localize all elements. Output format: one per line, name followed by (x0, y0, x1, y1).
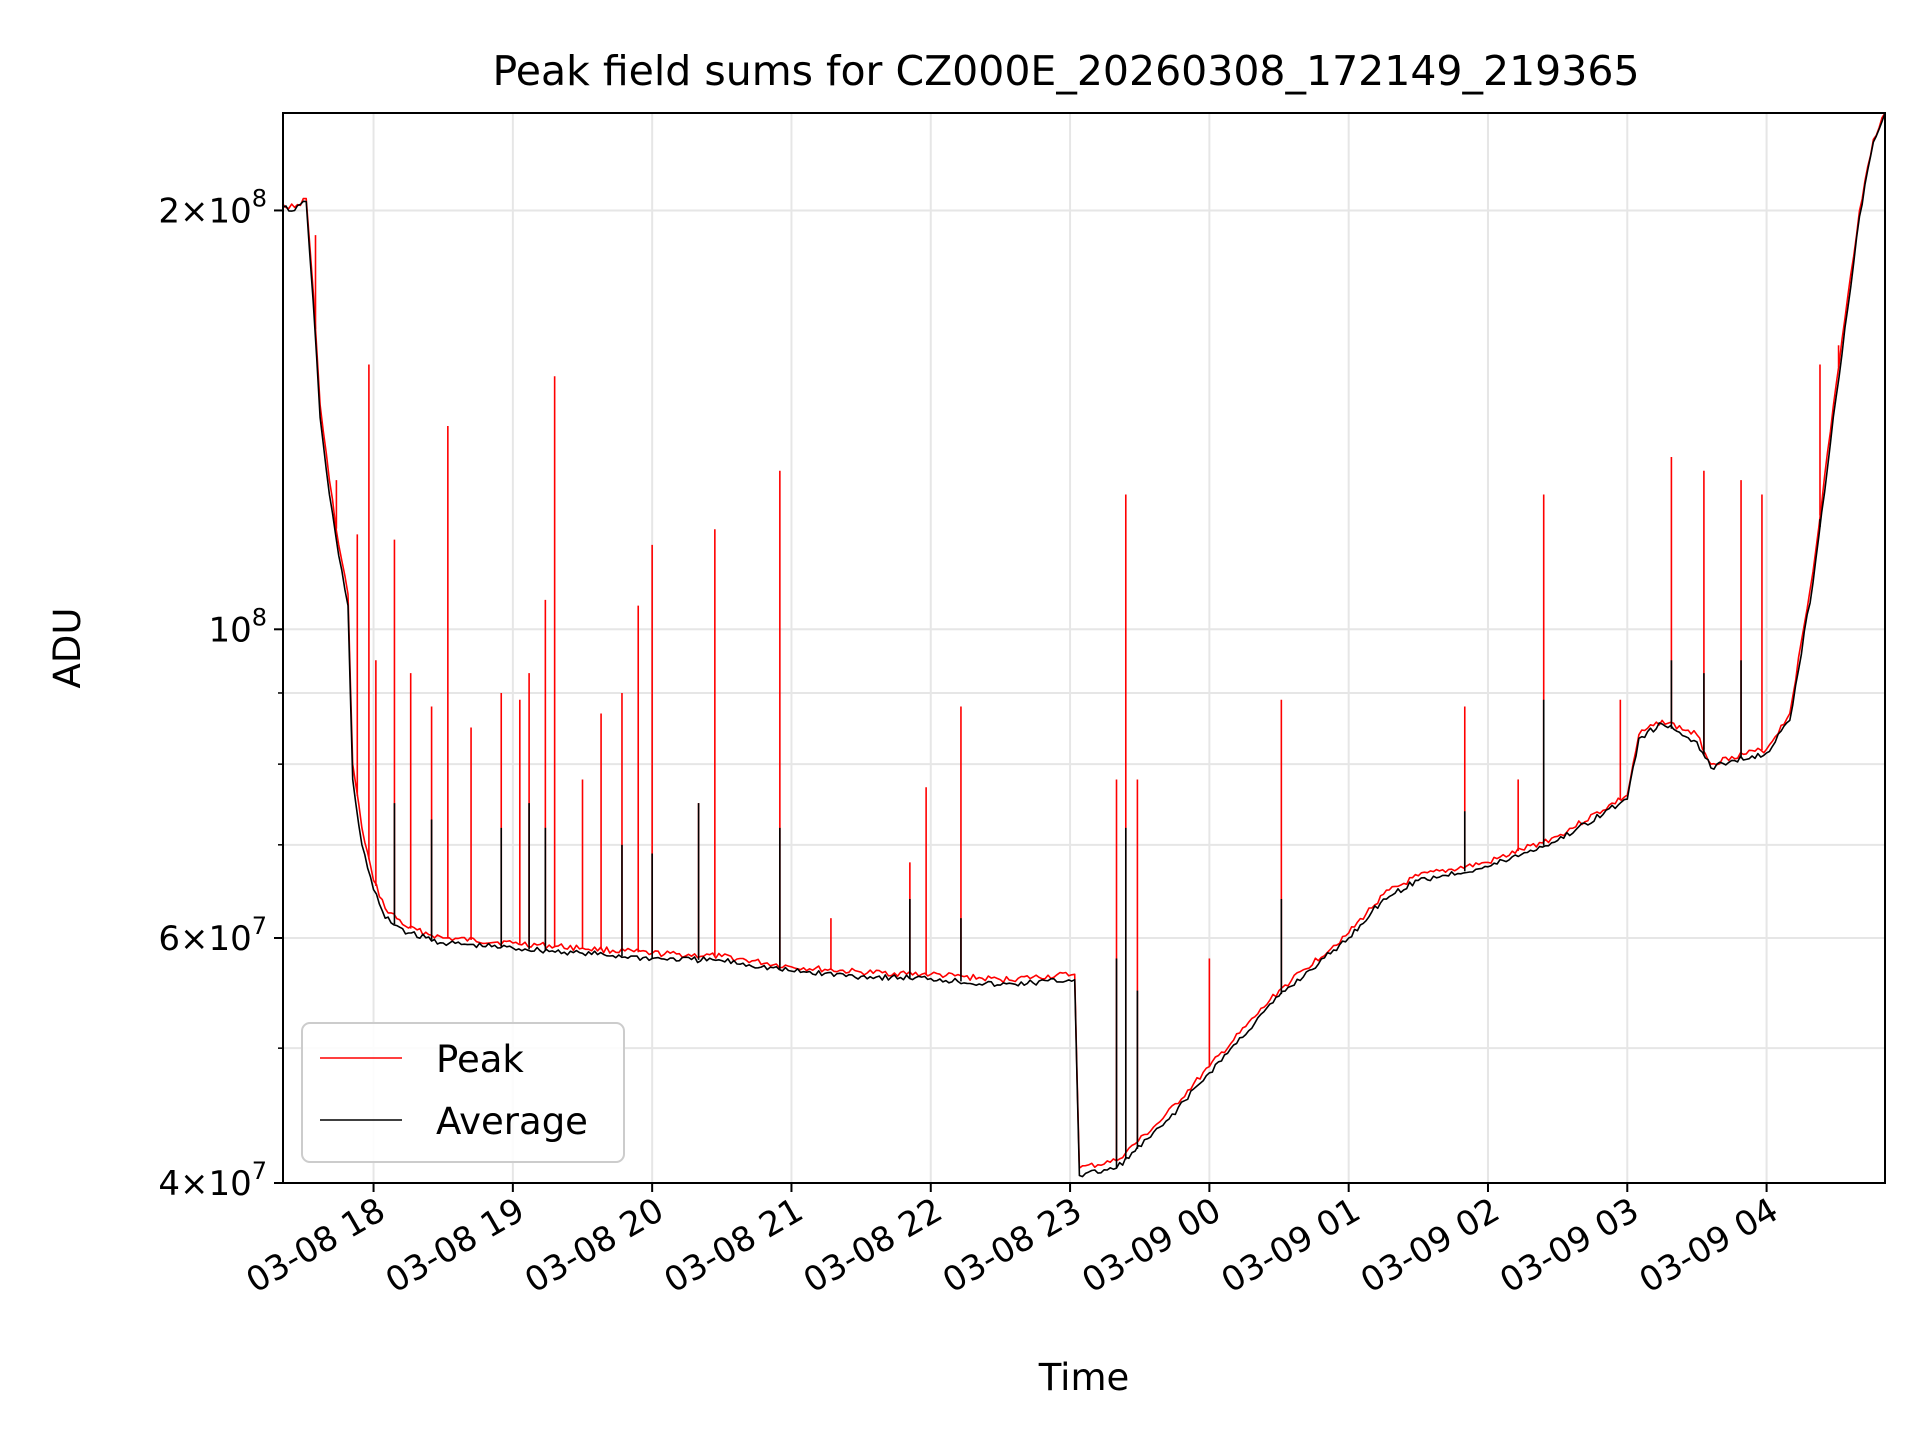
series-line-peak (282, 112, 1886, 1169)
legend-label-average: Average (436, 1100, 588, 1143)
y-tick-label: 108 (208, 603, 267, 650)
y-axis-label: ADU (46, 608, 89, 689)
y-tick-label: 2×108 (158, 184, 267, 231)
legend-label-peak: Peak (436, 1038, 524, 1081)
axes-frame (282, 112, 1886, 1184)
series-line-average (282, 112, 1886, 1178)
y-tick-label: 4×107 (158, 1157, 267, 1204)
chart-title: Peak field sums for CZ000E_20260308_1721… (492, 47, 1639, 95)
plot-area (282, 112, 1886, 1178)
x-axis-label: Time (1038, 1356, 1130, 1399)
y-tick-label: 6×107 (158, 912, 267, 959)
y-axis: 4×107 6×107 108 2×108 (158, 184, 283, 1204)
legend: Peak Average (301, 1022, 625, 1163)
